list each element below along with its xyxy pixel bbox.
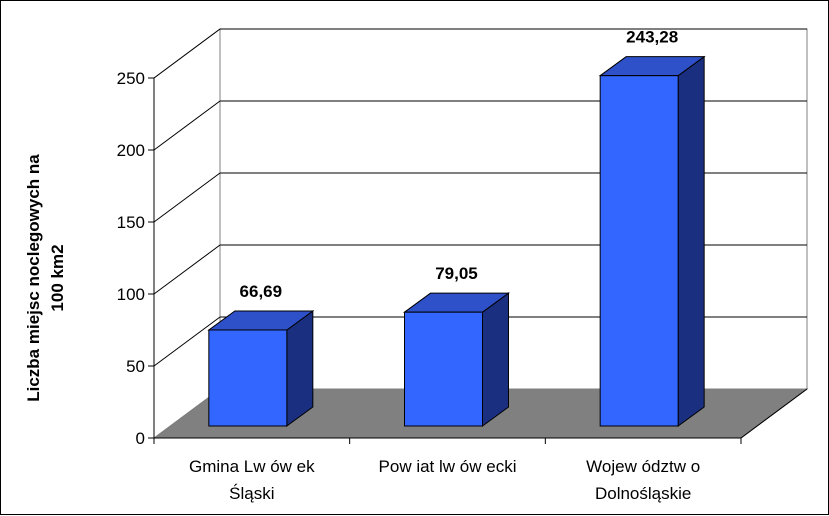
bar	[207, 309, 315, 427]
y-tick-label: 100	[117, 285, 145, 304]
gridline-diagonal	[153, 172, 221, 223]
bar	[598, 55, 706, 427]
category-label: Dolnośląskie	[595, 484, 691, 503]
y-tick-labels: 0 50 100 150 200 250	[117, 69, 145, 448]
bar	[402, 292, 511, 427]
category-labels: Gmina Lw ów ek Śląski Pow iat lw ów ecki Wo…	[189, 457, 700, 503]
category-label: Śląski	[229, 484, 274, 503]
bar-front	[404, 311, 483, 427]
data-label: 79,05	[435, 264, 478, 283]
gridline-diagonal	[153, 244, 221, 295]
y-tick-label: 250	[117, 69, 145, 88]
category-label: Pow iat lw ów ecki	[379, 457, 517, 476]
category-label: Gmina Lw ów ek	[189, 457, 315, 476]
y-tick-label: 200	[117, 141, 145, 160]
y-axis-label: Liczba miejsc noclegowych na 100 km2	[24, 154, 67, 402]
y-tick-label: 50	[126, 357, 145, 376]
bar-front	[208, 329, 288, 427]
gridline-diagonal	[153, 100, 221, 151]
data-labels: 66,69 79,05 243,28	[240, 28, 679, 301]
y-axis-label-line: Liczba miejsc noclegowych na	[24, 154, 43, 402]
data-label: 66,69	[240, 282, 283, 301]
y-tick-label: 150	[117, 213, 145, 232]
y-tick-label: 0	[136, 429, 145, 448]
bar-side	[677, 55, 705, 427]
axes	[148, 77, 808, 444]
gridlines	[153, 28, 807, 367]
bar-front	[599, 75, 679, 427]
gridline-diagonal	[153, 28, 221, 79]
bar-side	[482, 292, 509, 427]
gridline-diagonal	[153, 316, 221, 367]
data-label: 243,28	[626, 28, 678, 47]
bars	[207, 55, 706, 427]
y-axis-label-line: 100 km2	[48, 244, 67, 311]
x-axis-depth	[740, 388, 808, 439]
bar-side	[286, 309, 314, 427]
category-label: Wojew ództw o	[586, 457, 700, 476]
